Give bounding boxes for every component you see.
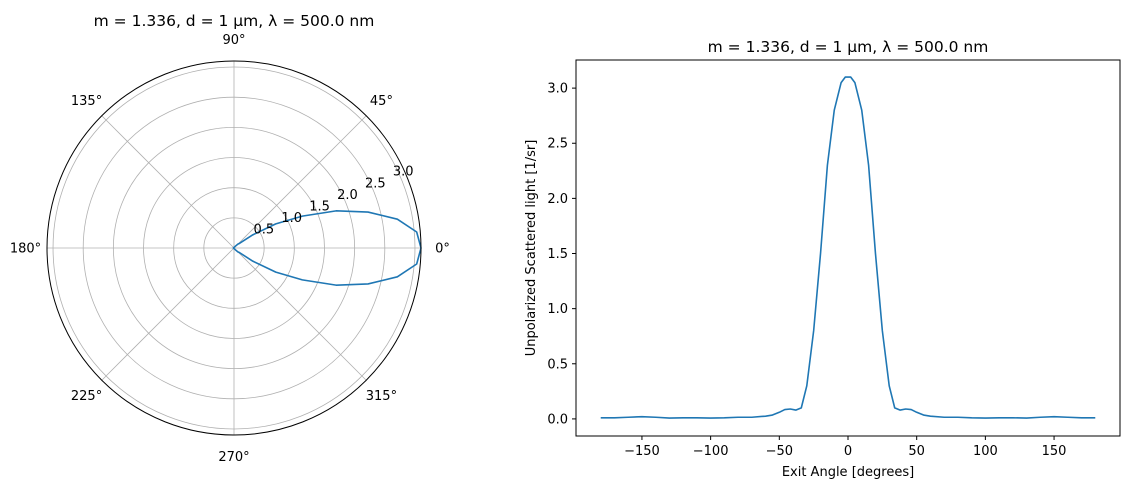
polar-chart: m = 1.336, d = 1 μm, λ = 500.0 nm 0° 45° 9… bbox=[10, 12, 450, 465]
polar-theta-gridline bbox=[233, 115, 367, 249]
polar-r-tick-label: 1.5 bbox=[309, 199, 330, 214]
polar-series bbox=[232, 210, 422, 286]
polar-theta-tick-label: 135° bbox=[71, 94, 102, 109]
polar-outer-spine bbox=[46, 60, 422, 436]
y-axis-label: Unpolarized Scattered light [1/sr] bbox=[524, 140, 539, 357]
polar-r-tick-label: 0.5 bbox=[254, 222, 275, 237]
x-tick-label: 50 bbox=[908, 444, 925, 459]
polar-r-tick-label: 1.0 bbox=[281, 211, 302, 226]
x-axis-label: Exit Angle [degrees] bbox=[782, 465, 914, 480]
line-series bbox=[600, 76, 1096, 419]
polar-theta-gridline bbox=[101, 115, 235, 249]
x-tick-label: 150 bbox=[1042, 444, 1067, 459]
x-tick-label: −100 bbox=[693, 444, 729, 459]
polar-series-line bbox=[232, 210, 422, 286]
polar-grid bbox=[47, 61, 421, 435]
x-tick-label: 0 bbox=[844, 444, 852, 459]
polar-tick-labels: 0° 45° 90° 135° 180° 225° 270° 315° 0.5 1.0 1.5 2.0… bbox=[10, 33, 450, 465]
line-chart-axes-frame bbox=[575, 59, 1121, 437]
x-tick-label: −150 bbox=[624, 444, 660, 459]
y-tick-label: 0.5 bbox=[547, 357, 568, 372]
y-tick-label: 2.0 bbox=[547, 192, 568, 207]
polar-theta-tick-label: 225° bbox=[71, 389, 102, 404]
y-tick-label: 1.5 bbox=[547, 247, 568, 262]
y-tick-label: 3.0 bbox=[547, 82, 568, 97]
polar-theta-tick-label: 315° bbox=[366, 389, 397, 404]
y-tick-label: 1.0 bbox=[547, 302, 568, 317]
polar-r-tick-label: 2.0 bbox=[337, 188, 358, 203]
polar-chart-title: m = 1.336, d = 1 μm, λ = 500.0 nm bbox=[94, 12, 375, 30]
polar-theta-tick-label: 270° bbox=[218, 450, 249, 465]
x-tick-label: −50 bbox=[766, 444, 793, 459]
line-chart-title: m = 1.336, d = 1 μm, λ = 500.0 nm bbox=[708, 38, 989, 56]
y-tick-label: 2.5 bbox=[547, 137, 568, 152]
polar-theta-gridline bbox=[101, 247, 235, 381]
y-tick-label: 0.0 bbox=[547, 412, 568, 427]
polar-r-tick-label: 2.5 bbox=[365, 176, 386, 191]
polar-r-tick-label: 3.0 bbox=[393, 165, 414, 180]
polar-theta-tick-label: 45° bbox=[370, 94, 393, 109]
line-series-line bbox=[600, 76, 1096, 419]
polar-theta-gridline bbox=[233, 247, 367, 381]
polar-theta-tick-label: 90° bbox=[222, 33, 245, 48]
line-chart: m = 1.336, d = 1 μm, λ = 500.0 nm −150 −1… bbox=[524, 38, 1121, 480]
line-chart-ticks: −150 −100 −50 0 50 100 150 0.0 0.5 1.0 1.5 2.0 2.5 3.… bbox=[547, 82, 1066, 459]
x-tick-label: 100 bbox=[973, 444, 998, 459]
polar-theta-tick-label: 0° bbox=[435, 242, 450, 257]
polar-theta-tick-label: 180° bbox=[10, 242, 41, 257]
